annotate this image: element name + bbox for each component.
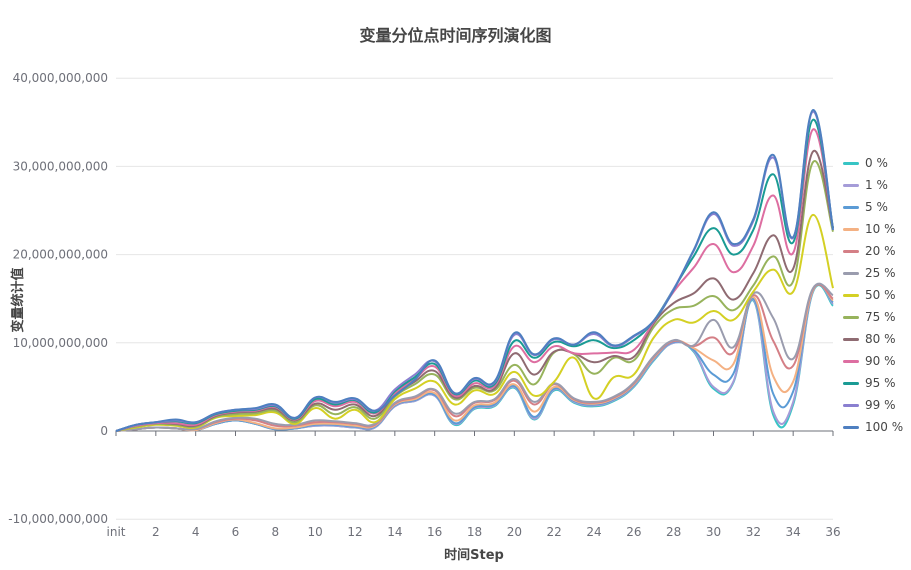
legend-swatch-icon bbox=[843, 205, 859, 209]
x-tick-label: 26 bbox=[626, 525, 641, 539]
y-tick-label: 10,000,000,000 bbox=[13, 336, 108, 350]
x-tick-label: init bbox=[107, 525, 126, 539]
y-tick-label: 0 bbox=[100, 424, 108, 438]
legend-item-95pct[interactable]: 95 % bbox=[843, 372, 911, 394]
legend-swatch-icon bbox=[843, 161, 859, 165]
legend-swatch-icon bbox=[843, 249, 859, 253]
legend-label: 90 % bbox=[865, 354, 896, 368]
y-axis-ticks: -10,000,000,000 0 10,000,000,000 20,000,000… bbox=[8, 71, 108, 526]
legend-swatch-icon bbox=[843, 293, 859, 297]
x-tick-label: 20 bbox=[507, 525, 522, 539]
gridlines bbox=[116, 77, 833, 520]
x-tick-label: 10 bbox=[308, 525, 323, 539]
legend-label: 95 % bbox=[865, 376, 896, 390]
legend-label: 20 % bbox=[865, 244, 896, 258]
legend-item-90pct[interactable]: 90 % bbox=[843, 350, 911, 372]
legend-swatch-icon bbox=[843, 183, 859, 187]
x-tick-label: 24 bbox=[586, 525, 601, 539]
x-tick-label: 18 bbox=[467, 525, 482, 539]
legend-label: 80 % bbox=[865, 332, 896, 346]
legend-item-75pct[interactable]: 75 % bbox=[843, 306, 911, 328]
y-tick-label: 30,000,000,000 bbox=[13, 159, 108, 173]
legend-label: 50 % bbox=[865, 288, 896, 302]
legend-label: 5 % bbox=[865, 200, 888, 214]
x-tick-label: 12 bbox=[347, 525, 362, 539]
y-tick-label: 20,000,000,000 bbox=[13, 248, 108, 262]
y-tick-label: 40,000,000,000 bbox=[13, 71, 108, 85]
legend-label: 0 % bbox=[865, 156, 888, 170]
legend-item-0pct[interactable]: 0 % bbox=[843, 152, 911, 174]
legend-item-25pct[interactable]: 25 % bbox=[843, 262, 911, 284]
x-tick-label: 28 bbox=[666, 525, 681, 539]
legend-swatch-icon bbox=[843, 271, 859, 275]
x-tick-label: 8 bbox=[272, 525, 280, 539]
x-tick-label: 16 bbox=[427, 525, 442, 539]
legend-label: 10 % bbox=[865, 222, 896, 236]
legend-label: 1 % bbox=[865, 178, 888, 192]
series-line-100pct[interactable] bbox=[115, 108, 834, 432]
x-tick-label: 2 bbox=[152, 525, 160, 539]
legend-item-5pct[interactable]: 5 % bbox=[843, 196, 911, 218]
series-line-25pct[interactable] bbox=[115, 282, 834, 432]
legend-item-20pct[interactable]: 20 % bbox=[843, 240, 911, 262]
legend-swatch-icon bbox=[843, 403, 859, 407]
y-tick-label: -10,000,000,000 bbox=[8, 512, 108, 526]
legend-label: 100 % bbox=[865, 420, 904, 434]
legend-item-50pct[interactable]: 50 % bbox=[843, 284, 911, 306]
x-tick-label: 32 bbox=[746, 525, 761, 539]
series-lines bbox=[115, 108, 834, 432]
legend-swatch-icon bbox=[843, 359, 859, 363]
legend-item-100pct[interactable]: 100 % bbox=[843, 416, 911, 438]
x-tick-label: 34 bbox=[786, 525, 801, 539]
x-axis: init 2 4 6 8 10 12 14 16 18 20 22 24 26 28 30 32 34 36 bbox=[107, 430, 841, 539]
legend-item-1pct[interactable]: 1 % bbox=[843, 174, 911, 196]
legend-item-80pct[interactable]: 80 % bbox=[843, 328, 911, 350]
legend: 0 % 1 % 5 % 10 % 20 % 25 % 50 % 75 % 80 % 90 % 95 … bbox=[843, 152, 911, 438]
legend-label: 75 % bbox=[865, 310, 896, 324]
legend-label: 99 % bbox=[865, 398, 896, 412]
x-tick-label: 22 bbox=[547, 525, 562, 539]
x-axis-label: 时间Step bbox=[444, 547, 504, 563]
y-axis-label: 变量统计值 bbox=[10, 267, 26, 332]
legend-swatch-icon bbox=[843, 227, 859, 231]
x-tick-label: 36 bbox=[825, 525, 840, 539]
series-line-80pct[interactable] bbox=[115, 150, 834, 432]
x-tick-label: 14 bbox=[387, 525, 402, 539]
legend-swatch-icon bbox=[843, 425, 859, 429]
x-tick-label: 6 bbox=[232, 525, 240, 539]
x-tick-label: 30 bbox=[706, 525, 721, 539]
legend-item-10pct[interactable]: 10 % bbox=[843, 218, 911, 240]
series-line-50pct[interactable] bbox=[115, 213, 834, 432]
legend-swatch-icon bbox=[843, 381, 859, 385]
legend-item-99pct[interactable]: 99 % bbox=[843, 394, 911, 416]
x-tick-label: 4 bbox=[192, 525, 200, 539]
legend-swatch-icon bbox=[843, 315, 859, 319]
legend-swatch-icon bbox=[843, 337, 859, 341]
chart-title: 变量分位点时间序列演化图 bbox=[359, 26, 552, 45]
legend-label: 25 % bbox=[865, 266, 896, 280]
series-line-75pct[interactable] bbox=[115, 160, 834, 432]
